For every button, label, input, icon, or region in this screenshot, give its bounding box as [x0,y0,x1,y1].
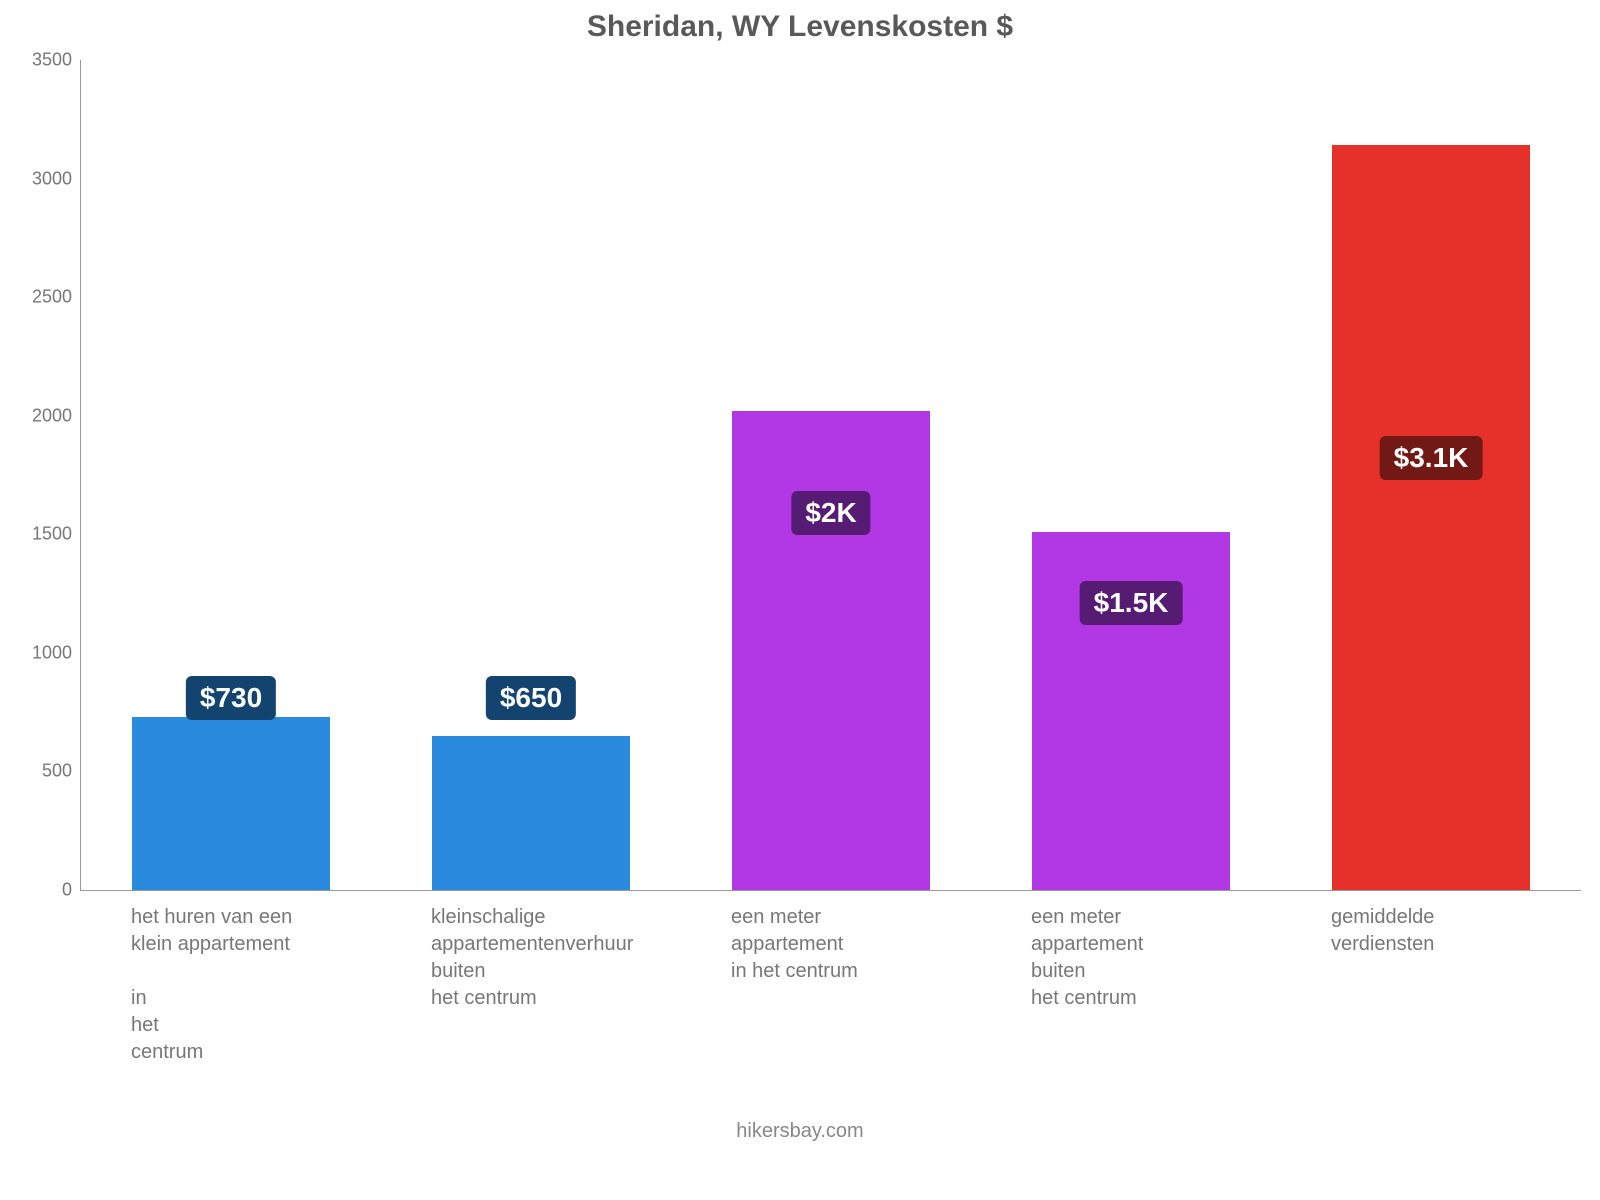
y-tick-label: 2500 [32,287,72,308]
y-tick-label: 2000 [32,405,72,426]
chart-title: Sheridan, WY Levenskosten $ [0,10,1600,44]
value-badge: $730 [186,676,276,720]
x-axis-label: het huren van eenklein appartementinhetc… [131,904,329,1066]
y-tick-label: 3000 [32,168,72,189]
value-badge: $1.5K [1080,581,1183,625]
value-badge: $650 [486,676,576,720]
x-axis-label: kleinschaligeappartementenverhuurbuitenh… [431,904,629,1012]
value-badge: $2K [791,491,870,535]
chart-container: Sheridan, WY Levenskosten $ $730$650$2K$… [0,0,1600,1200]
y-tick-label: 0 [62,880,72,901]
y-tick-label: 1000 [32,642,72,663]
bar: $2K [732,411,930,890]
x-axis-label: een meter appartementin het centrum [731,904,929,985]
bar: $730 [132,717,330,890]
plot-area: $730 $650 $2K $1.5K $3.1K [80,60,1581,891]
x-axis-label: gemiddeldeverdiensten [1331,904,1529,958]
y-tick-label: 1500 [32,524,72,545]
bar: $650 [432,736,630,890]
value-badge: $3.1K [1380,436,1483,480]
source-label: hikersbay.com [0,1120,1600,1143]
x-axis-label: een meter appartementbuitenhet centrum [1031,904,1229,1012]
y-tick-label: 3500 [32,50,72,71]
y-tick-label: 500 [42,761,72,782]
bar: $1.5K [1032,532,1230,890]
bar: $3.1K [1332,145,1530,890]
